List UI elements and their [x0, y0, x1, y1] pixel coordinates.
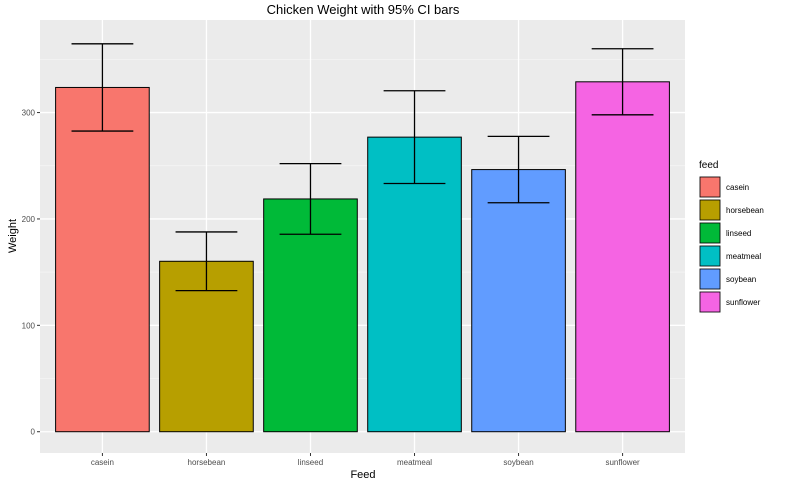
legend-swatch-casein	[699, 176, 721, 198]
legend-title: feed	[699, 160, 718, 171]
bar-casein	[55, 86, 150, 433]
x-tick-label: horsebean	[188, 458, 226, 467]
legend-swatch-meatmeal	[699, 245, 721, 267]
bar-linseed	[263, 198, 358, 433]
error-bars	[71, 43, 654, 292]
x-tick-label: soybean	[503, 458, 533, 467]
y-tick-label: 0	[31, 428, 36, 437]
x-tick-label: meatmeal	[397, 458, 432, 467]
x-axis: casein horsebean linseed meatmeal soybean sun…	[91, 453, 640, 467]
legend-label-soybean: soybean	[726, 275, 756, 284]
y-axis-title: Weight	[7, 219, 19, 253]
y-tick-label: 100	[22, 321, 36, 330]
legend-label-sunflower: sunflower	[726, 298, 761, 307]
bar-meatmeal	[367, 136, 462, 433]
legend-label-linseed: linseed	[726, 229, 751, 238]
legend-swatch-sunflower	[699, 291, 721, 313]
x-axis-title: Feed	[350, 469, 375, 481]
bars	[55, 81, 670, 433]
legend-swatch-soybean	[699, 268, 721, 290]
legend-swatch-horsebean	[699, 199, 721, 221]
chart-title: Chicken Weight with 95% CI bars	[267, 2, 460, 17]
bar-soybean	[471, 169, 566, 433]
y-tick-label: 200	[22, 215, 36, 224]
legend-label-casein: casein	[726, 183, 749, 192]
x-tick-label: linseed	[298, 458, 323, 467]
y-tick-label: 300	[22, 109, 36, 118]
legend-label-meatmeal: meatmeal	[726, 252, 761, 261]
x-tick-label: casein	[91, 458, 114, 467]
legend-swatch-linseed	[699, 222, 721, 244]
legend-label-horsebean: horsebean	[726, 206, 764, 215]
y-axis: 0 100 200 300	[22, 109, 40, 437]
bar-sunflower	[575, 81, 670, 433]
x-tick-label: sunflower	[605, 458, 640, 467]
legend: feed casein horsebean linseed meatmeal soybe…	[699, 160, 764, 313]
